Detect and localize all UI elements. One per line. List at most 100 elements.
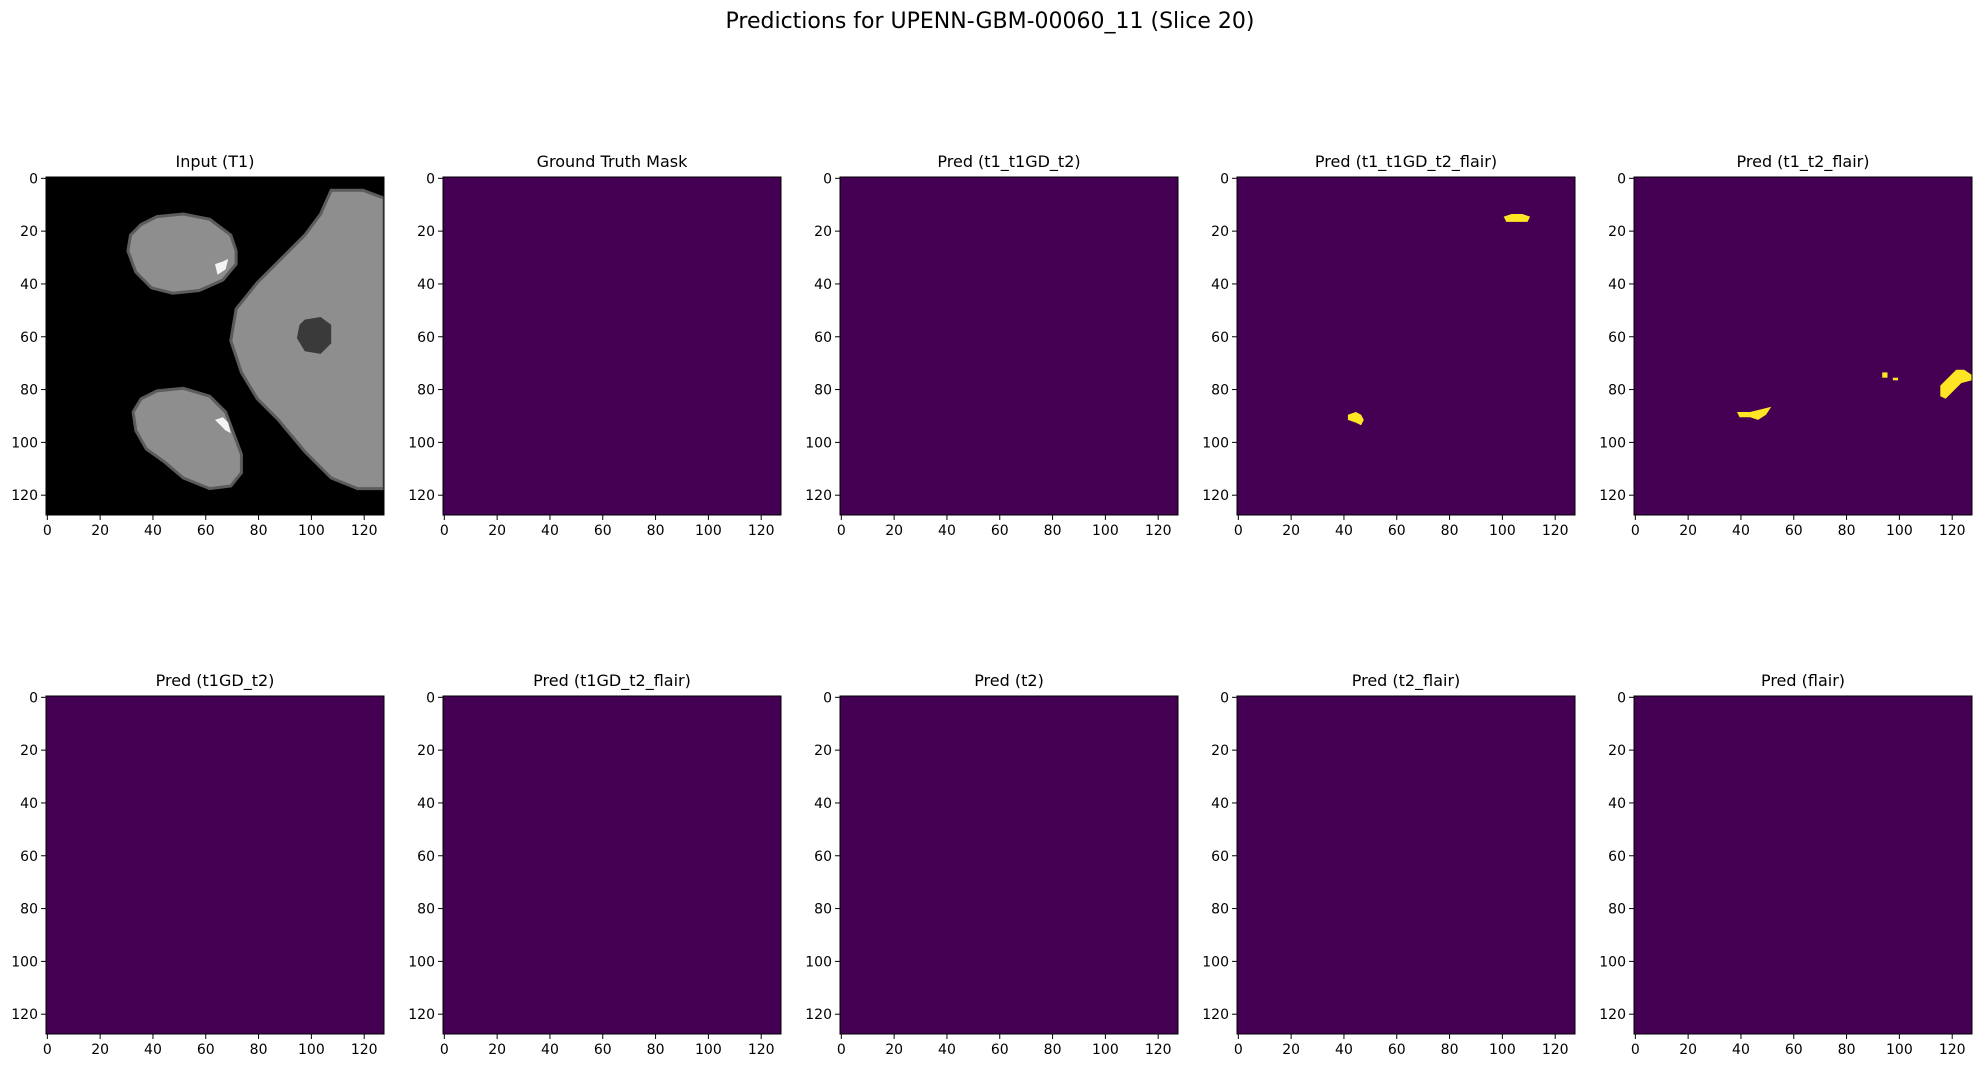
y-tick-label: 80 — [20, 383, 38, 399]
y-tick-label: 120 — [11, 488, 38, 504]
predicted-tumor-region — [1347, 412, 1364, 426]
panel-title: Pred (t1_t1GD_t2_flair) — [1315, 152, 1497, 172]
y-tick-label: 100 — [11, 435, 38, 451]
y-tick-label: 100 — [805, 954, 832, 970]
x-tick-label: 60 — [594, 1042, 612, 1058]
x-tick-label: 100 — [298, 523, 325, 539]
y-tick-label: 20 — [1608, 743, 1626, 759]
x-tick-label: 120 — [748, 1042, 775, 1058]
y-tick-label: 80 — [814, 383, 832, 399]
y-tick-label: 120 — [1202, 488, 1229, 504]
image-area — [840, 177, 1178, 515]
x-tick-label: 60 — [991, 523, 1009, 539]
y-tick-label: 60 — [814, 330, 832, 346]
x-tick-label: 60 — [1785, 1042, 1803, 1058]
image-area — [443, 696, 781, 1034]
y-tick-label: 100 — [408, 954, 435, 970]
panel-title: Ground Truth Mask — [537, 152, 689, 171]
panel-title: Pred (t1GD_t2_flair) — [533, 671, 691, 691]
y-tick-label: 120 — [1202, 1007, 1229, 1023]
y-tick-label: 20 — [814, 743, 832, 759]
x-tick-label: 40 — [938, 523, 956, 539]
x-tick-label: 120 — [1145, 523, 1172, 539]
panel-0: Input (T1) 0 20 40 60 80 100 120 0 20 40 60 80 100 120 — [11, 152, 385, 539]
y-tick-label: 120 — [1599, 488, 1626, 504]
y-tick-label: 60 — [1211, 330, 1229, 346]
y-tick-label: 120 — [408, 1007, 435, 1023]
x-tick-label: 100 — [1886, 523, 1913, 539]
y-tick-label: 60 — [417, 330, 435, 346]
x-tick-label: 20 — [1679, 1042, 1697, 1058]
x-tick-label: 80 — [1044, 1042, 1062, 1058]
x-tick-label: 60 — [594, 523, 612, 539]
y-tick-label: 100 — [1599, 954, 1626, 970]
x-tick-label: 40 — [541, 523, 559, 539]
x-tick-label: 100 — [695, 523, 722, 539]
x-tick-label: 120 — [351, 523, 378, 539]
x-tick-label: 80 — [250, 1042, 268, 1058]
y-tick-label: 100 — [408, 435, 435, 451]
x-tick-label: 20 — [885, 1042, 903, 1058]
panel-4: Pred (t1_t2_flair) 0 20 40 60 80 100 120 0 20 40 60… — [1599, 152, 1973, 539]
panel-6: Pred (t1GD_t2_flair) 0 20 40 60 80 100 120 0 20 40… — [408, 671, 782, 1058]
image-area — [1237, 177, 1575, 515]
mask-background — [1634, 696, 1972, 1034]
panel-title: Pred (t2) — [974, 671, 1044, 690]
x-tick-label: 100 — [1886, 1042, 1913, 1058]
x-tick-label: 100 — [298, 1042, 325, 1058]
axes-frame — [839, 695, 1179, 1035]
y-tick-label: 60 — [1608, 330, 1626, 346]
y-tick-label: 120 — [408, 488, 435, 504]
y-tick-label: 0 — [426, 690, 435, 706]
x-tick-label: 80 — [647, 1042, 665, 1058]
panels-grid: Input (T1) 0 20 40 60 80 100 120 0 20 40 60 80 100 120… — [11, 152, 1973, 1058]
x-tick-label: 100 — [1092, 523, 1119, 539]
y-tick-label: 20 — [1211, 224, 1229, 240]
y-tick-label: 0 — [1617, 171, 1626, 187]
y-tick-label: 120 — [1599, 1007, 1626, 1023]
y-tick-label: 100 — [11, 954, 38, 970]
panel-title: Pred (flair) — [1761, 671, 1845, 690]
predicted-tumor-region — [1940, 369, 1972, 399]
y-tick-label: 40 — [1608, 796, 1626, 812]
y-tick-label: 60 — [20, 330, 38, 346]
x-tick-label: 120 — [1145, 1042, 1172, 1058]
x-tick-label: 20 — [91, 1042, 109, 1058]
x-tick-label: 40 — [1335, 523, 1353, 539]
x-tick-label: 80 — [1838, 1042, 1856, 1058]
axes-frame — [1236, 176, 1576, 516]
predicted-tumor-region — [1882, 372, 1888, 378]
x-tick-label: 80 — [250, 523, 268, 539]
y-tick-label: 20 — [814, 224, 832, 240]
y-tick-label: 20 — [1211, 743, 1229, 759]
panel-title: Pred (t1_t2_flair) — [1737, 152, 1870, 172]
x-tick-label: 0 — [43, 1042, 52, 1058]
x-tick-label: 80 — [1838, 523, 1856, 539]
y-tick-label: 60 — [1211, 849, 1229, 865]
x-tick-label: 40 — [144, 523, 162, 539]
axes-frame — [442, 695, 782, 1035]
image-area — [443, 177, 781, 515]
y-tick-label: 40 — [1608, 277, 1626, 293]
x-tick-label: 80 — [647, 523, 665, 539]
y-tick-label: 0 — [1220, 690, 1229, 706]
x-tick-label: 120 — [1939, 523, 1966, 539]
y-tick-label: 80 — [1608, 902, 1626, 918]
x-tick-label: 20 — [885, 523, 903, 539]
x-tick-label: 20 — [91, 523, 109, 539]
x-tick-label: 60 — [197, 1042, 215, 1058]
x-tick-label: 120 — [351, 1042, 378, 1058]
y-tick-label: 40 — [1211, 277, 1229, 293]
panel-5: Pred (t1GD_t2) 0 20 40 60 80 100 120 0 20 40 60 80 10… — [11, 671, 385, 1058]
axes-frame — [839, 176, 1179, 516]
image-area — [46, 177, 384, 515]
x-tick-label: 80 — [1441, 1042, 1459, 1058]
figure-title: Predictions for UPENN-GBM-00060_11 (Slic… — [726, 9, 1255, 34]
axes-frame — [45, 695, 385, 1035]
panel-9: Pred (flair) 0 20 40 60 80 100 120 0 20 40 60 80 100 1… — [1599, 671, 1973, 1058]
x-tick-label: 0 — [1234, 523, 1243, 539]
y-tick-label: 100 — [1599, 435, 1626, 451]
image-area — [840, 696, 1178, 1034]
y-tick-label: 120 — [805, 1007, 832, 1023]
y-tick-label: 40 — [814, 796, 832, 812]
